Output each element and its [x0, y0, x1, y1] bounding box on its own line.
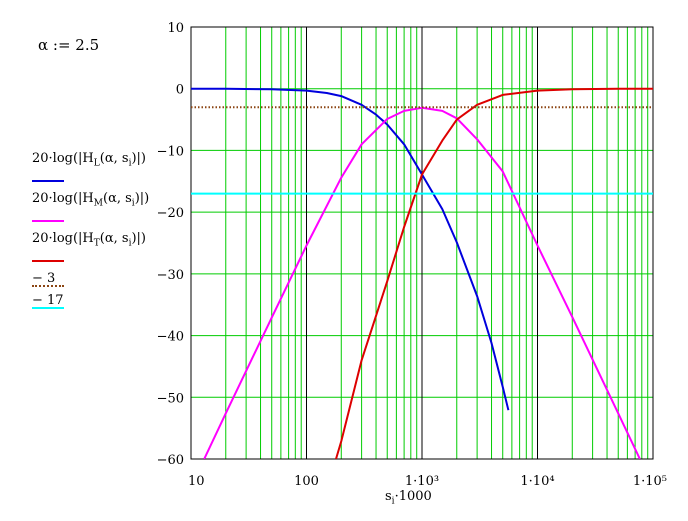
y-tick-label: −40 [157, 330, 184, 345]
legend-label: 20·log(|HL(α, si)|) [32, 151, 146, 169]
legend-swatch [32, 260, 64, 262]
alpha-definition: α := 2.5 [38, 36, 100, 54]
y-tick-label: −10 [157, 144, 184, 159]
y-tick-label: −20 [157, 206, 184, 221]
legend-item: 20·log(|HL(α, si)|) [32, 150, 162, 190]
legend-swatch [32, 285, 64, 287]
x-axis-label-main: s [385, 489, 392, 504]
legend-swatch [32, 307, 64, 309]
legend-item: 20·log(|HT(α, si)|) [32, 230, 162, 270]
x-tick-label: 1·10⁴ [520, 474, 554, 489]
legend-swatch [32, 180, 64, 182]
y-tick-label: 10 [167, 21, 184, 36]
legend-label: 20·log(|HT(α, si)|) [32, 231, 147, 249]
legend-label: 20·log(|HM(α, si)|) [32, 191, 150, 209]
x-tick-label: 1·10³ [405, 474, 439, 489]
x-axis-label: si·1000 [385, 489, 432, 507]
legend-item: 20·log(|HM(α, si)|) [32, 190, 162, 230]
x-axis-label-sub: i [391, 496, 395, 507]
plot-frame [190, 26, 654, 460]
series-line-3 [335, 87, 653, 459]
legend-swatch [32, 220, 64, 222]
legend: 20·log(|HL(α, si)|) 20·log(|HM(α, si)|) 20… [32, 150, 162, 314]
x-tick-label: 1·10⁵ [633, 474, 667, 489]
x-tick-label: 100 [294, 474, 319, 489]
legend-label: − 3 [32, 271, 56, 286]
y-tick-label: −30 [157, 268, 184, 283]
legend-item: − 17 [32, 292, 162, 314]
y-tick-label: −60 [157, 453, 184, 468]
x-axis-label-tail: ·1000 [394, 489, 432, 504]
y-tick-label: −50 [157, 391, 184, 406]
legend-item: − 3 [32, 270, 162, 292]
legend-label: − 17 [32, 293, 64, 308]
x-tick-label: 10 [188, 474, 205, 489]
y-tick-label: 0 [176, 83, 184, 98]
series-line-1 [191, 87, 510, 411]
